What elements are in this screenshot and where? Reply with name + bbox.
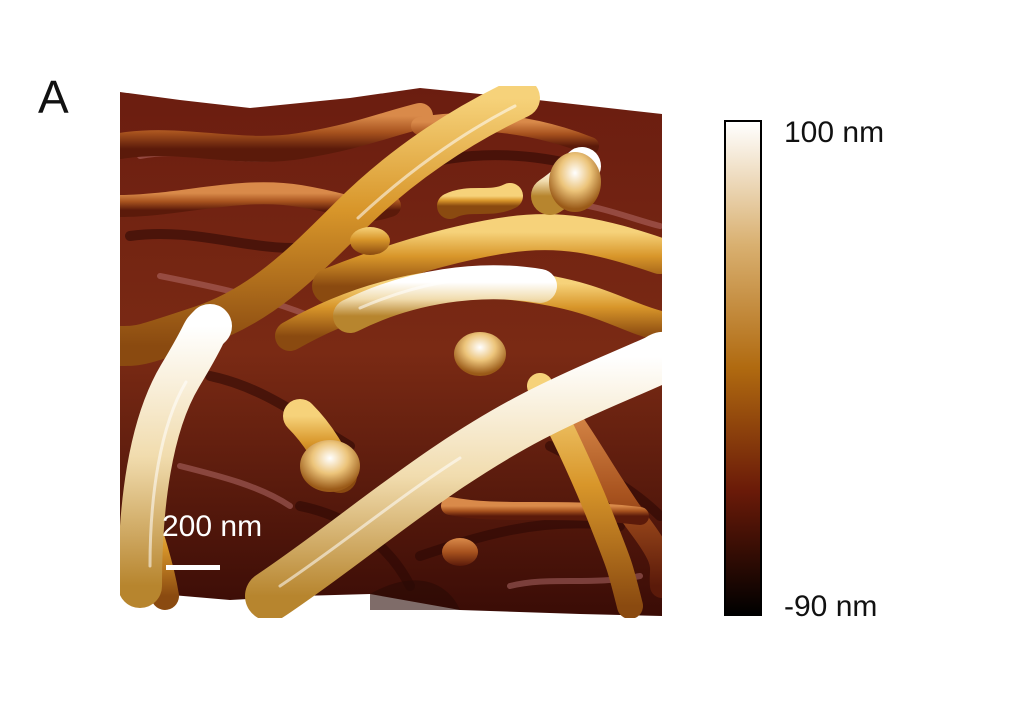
- panel-label: A: [38, 71, 69, 123]
- colorbar-min-label: -90 nm: [784, 590, 878, 623]
- colorbar-max-label: 100 nm: [784, 116, 885, 149]
- colorbar: [724, 120, 762, 616]
- scale-bar-label: 200 nm: [162, 510, 263, 543]
- scale-bar: [166, 565, 220, 570]
- afm-topography-image: [120, 86, 662, 618]
